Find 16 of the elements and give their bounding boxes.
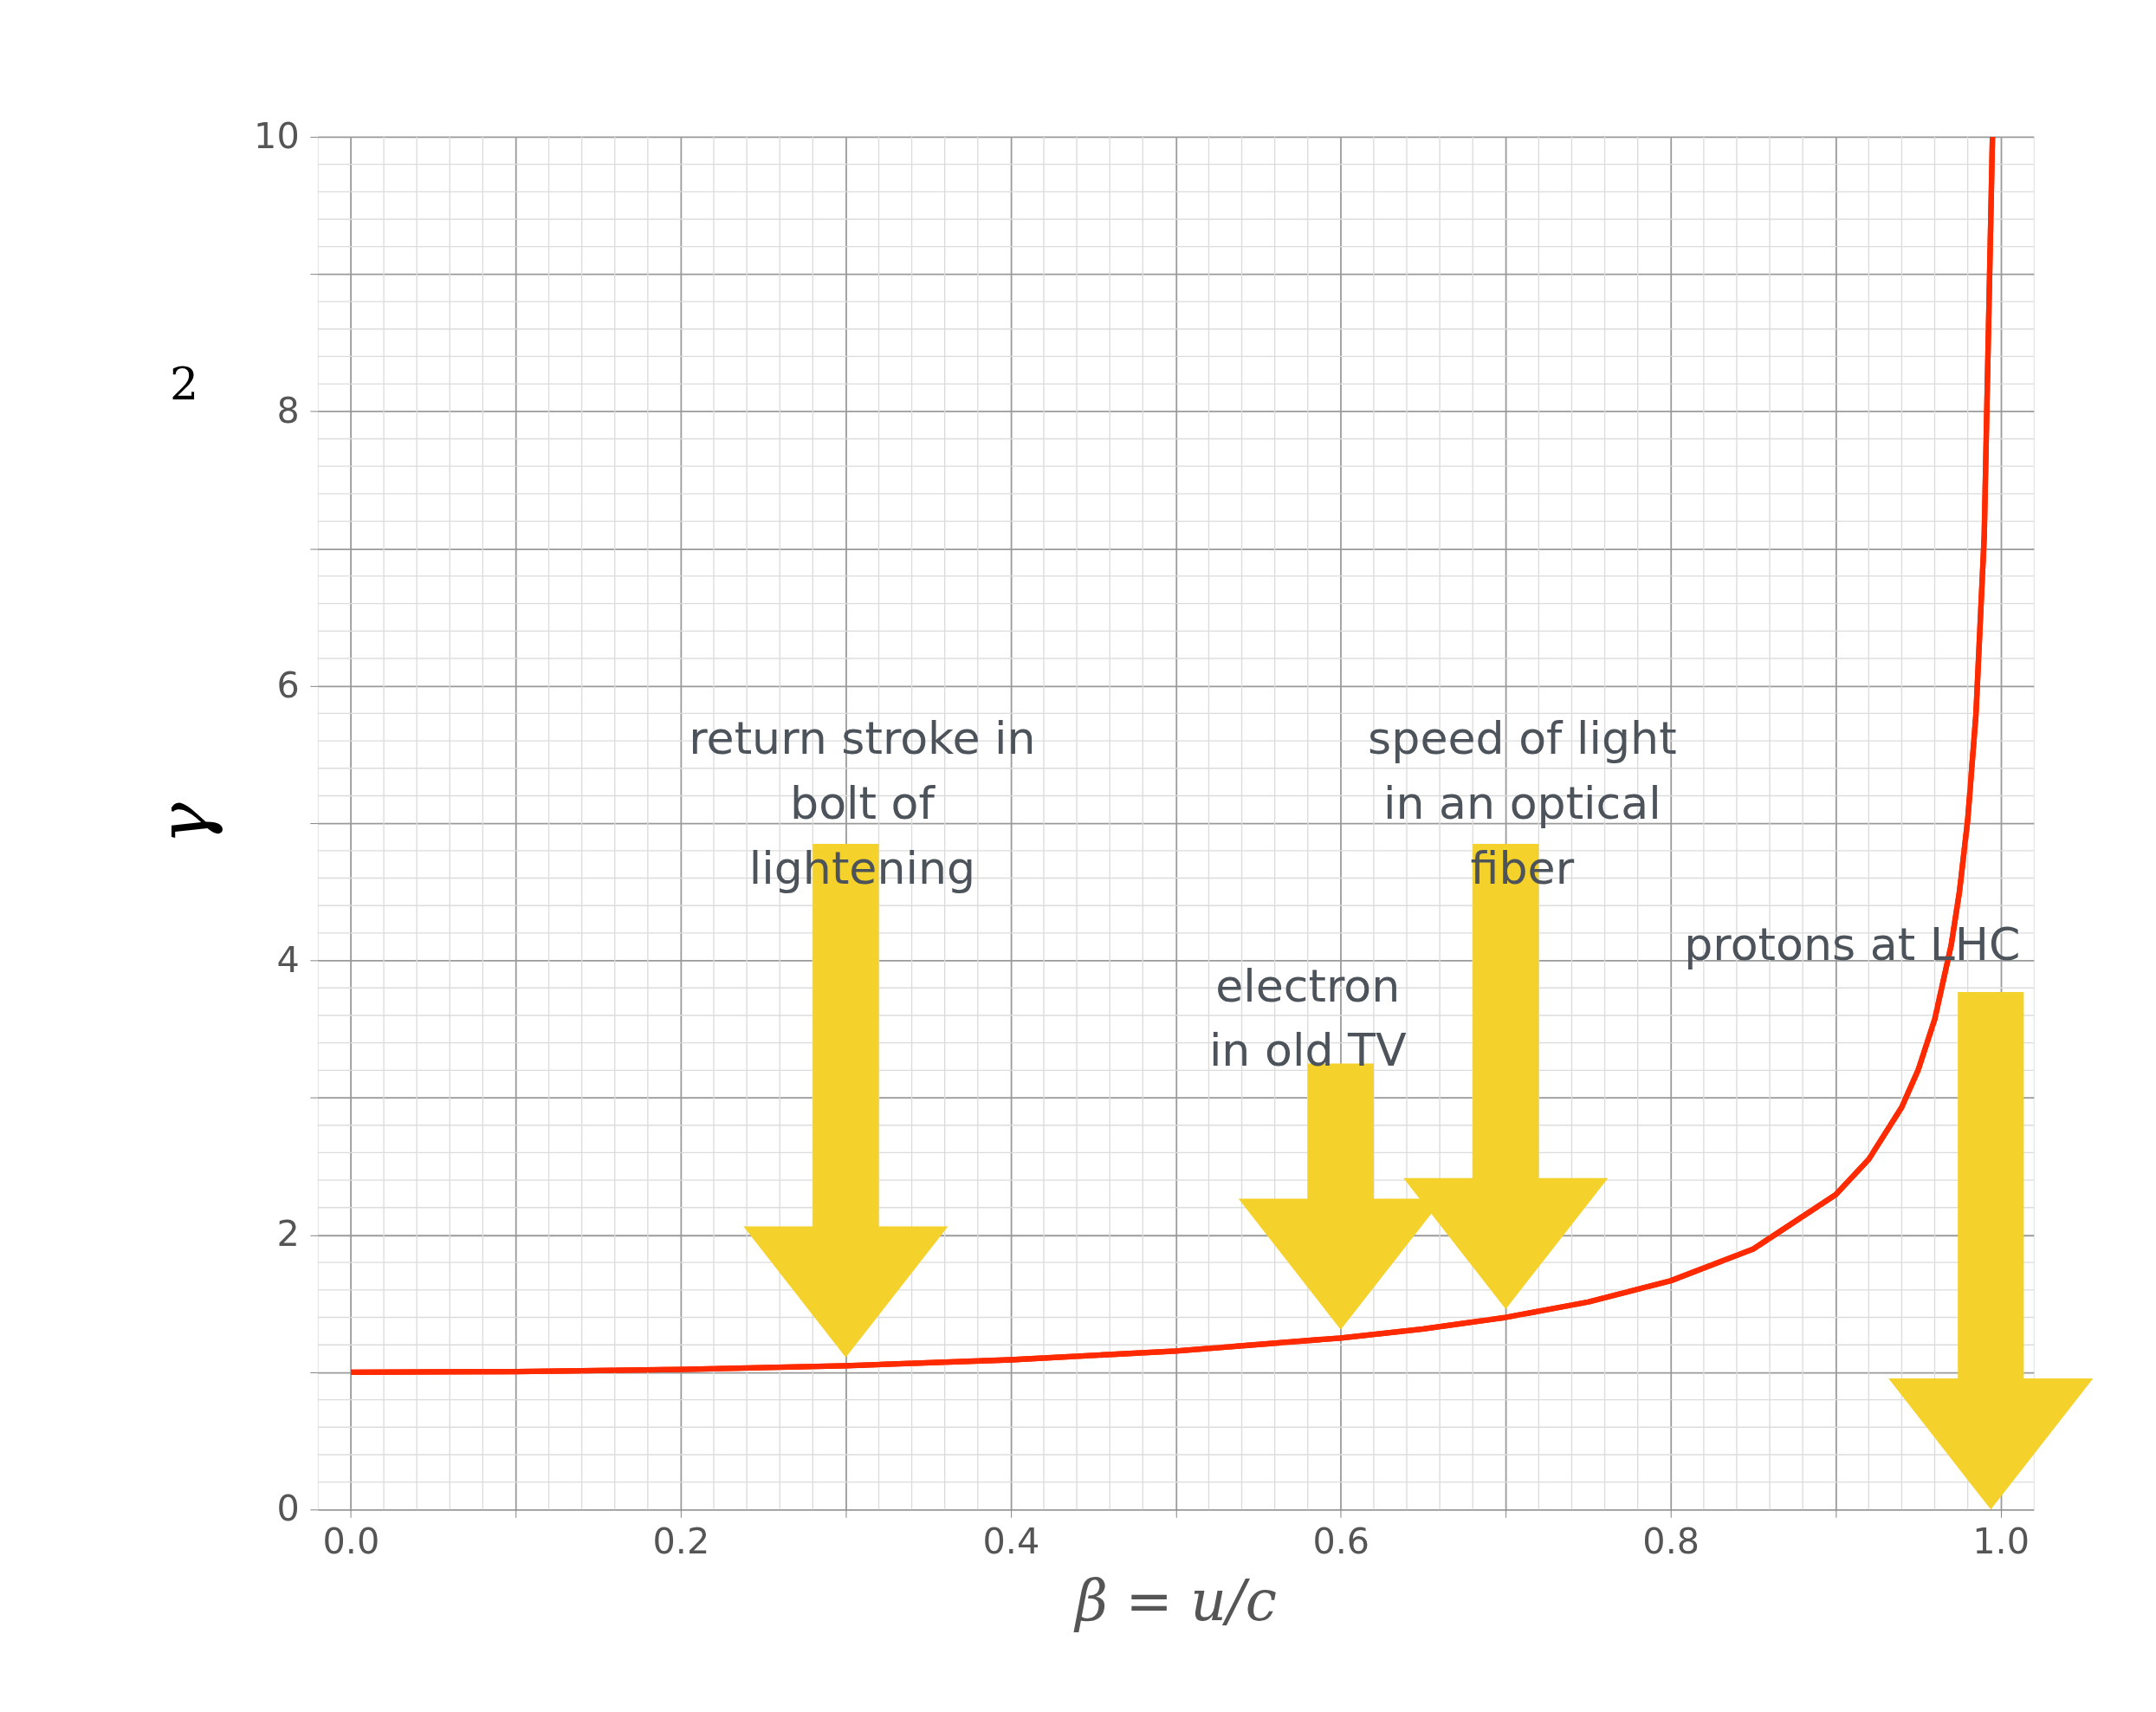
x-axis-title: β = u/c [1072, 1568, 1278, 1634]
x-tick-label: 0.2 [652, 1521, 710, 1563]
annotation: electron in old TV [1208, 959, 1407, 1077]
x-tick-label: 0.6 [1312, 1521, 1370, 1563]
text: 2 [170, 357, 199, 410]
y-axis-title: γ [143, 801, 225, 845]
x-tick-label: 0.8 [1642, 1521, 1700, 1563]
y-tick-label: 6 [276, 664, 300, 706]
x-tick-label: 0.4 [982, 1521, 1040, 1563]
x-tick-label: 0.0 [322, 1521, 380, 1563]
y-tick-label: 4 [276, 938, 300, 981]
y-tick-label: 8 [276, 389, 300, 431]
y-tick-label: 10 [254, 114, 300, 157]
y-tick-label: 0 [276, 1488, 300, 1530]
x-tick-label: 1.0 [1972, 1521, 2030, 1563]
y-tick-label: 2 [276, 1213, 300, 1255]
